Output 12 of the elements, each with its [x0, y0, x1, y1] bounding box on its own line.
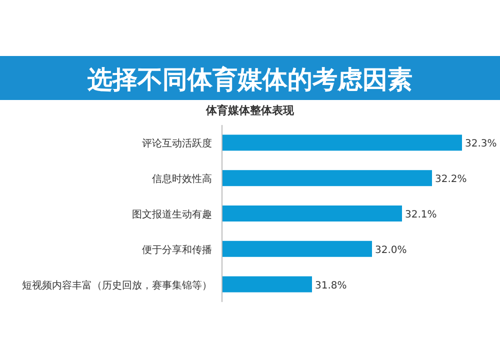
data-label: 32.0% — [375, 244, 407, 256]
y-tick-label: 信息时效性高 — [152, 173, 212, 186]
data-label: 32.1% — [405, 210, 437, 220]
data-label: 31.8% — [315, 280, 347, 292]
y-tick-label: 便于分享和传播 — [142, 244, 212, 256]
chart-subtitle: 体育媒体整体表现 — [205, 104, 295, 117]
chart-title: 选择不同体育媒体的考虑因素 — [86, 65, 412, 94]
data-label: 32.3% — [465, 138, 497, 150]
y-tick-label: 评论互动活跃度 — [142, 138, 212, 150]
y-tick-label: 短视频内容丰富（历史回放，赛事集锦等） — [22, 279, 212, 292]
data-label: 32.2% — [435, 174, 467, 186]
y-tick-label: 图文报道生动有趣 — [132, 208, 212, 220]
